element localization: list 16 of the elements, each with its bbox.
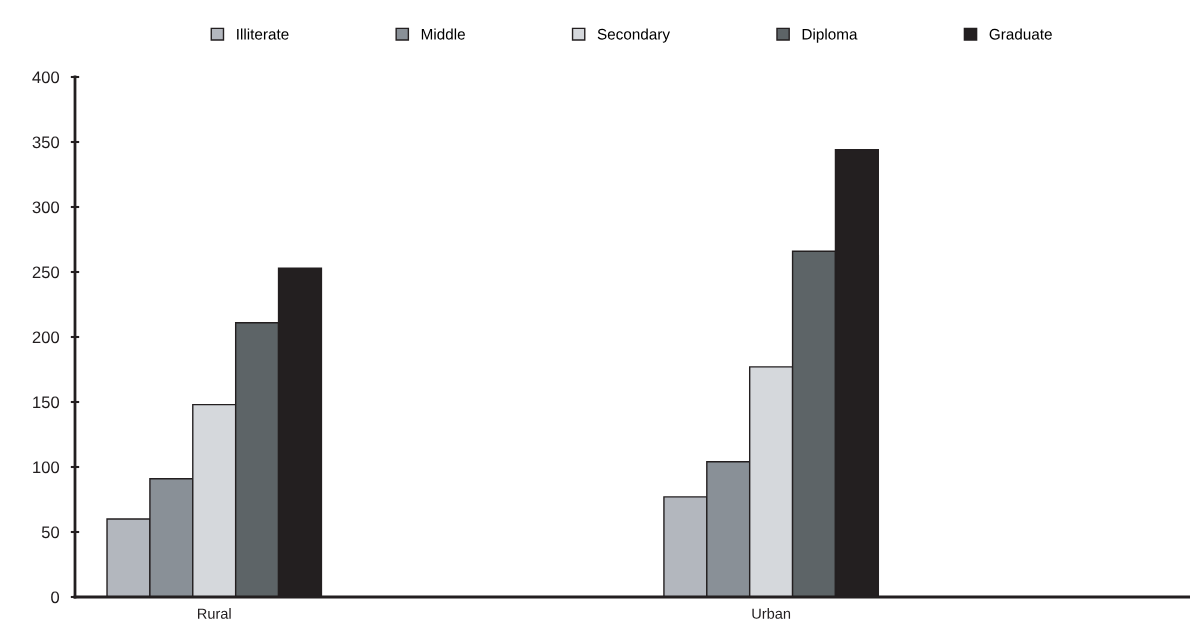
legend-label: Secondary xyxy=(597,28,670,43)
x-tick-label: Rural xyxy=(198,608,231,619)
legend-label: Graduate xyxy=(989,28,1052,40)
y-tick-label: 150 xyxy=(33,396,60,409)
legend-label: Middle xyxy=(421,28,465,40)
y-tick-label: 300 xyxy=(32,201,60,214)
y-tick-label: 350 xyxy=(32,136,60,149)
y-tick-label: 250 xyxy=(32,266,60,279)
x-tick-label: Urban xyxy=(752,608,791,619)
y-tick-label: 100 xyxy=(33,461,60,474)
y-tick-label: 200 xyxy=(32,331,60,344)
y-tick-label: 50 xyxy=(41,526,60,539)
legend-label: Illiterate xyxy=(237,28,289,40)
legend-label: Diploma xyxy=(802,28,858,43)
y-tick-label: 400 xyxy=(32,71,60,84)
y-tick-label: 0 xyxy=(51,591,60,604)
